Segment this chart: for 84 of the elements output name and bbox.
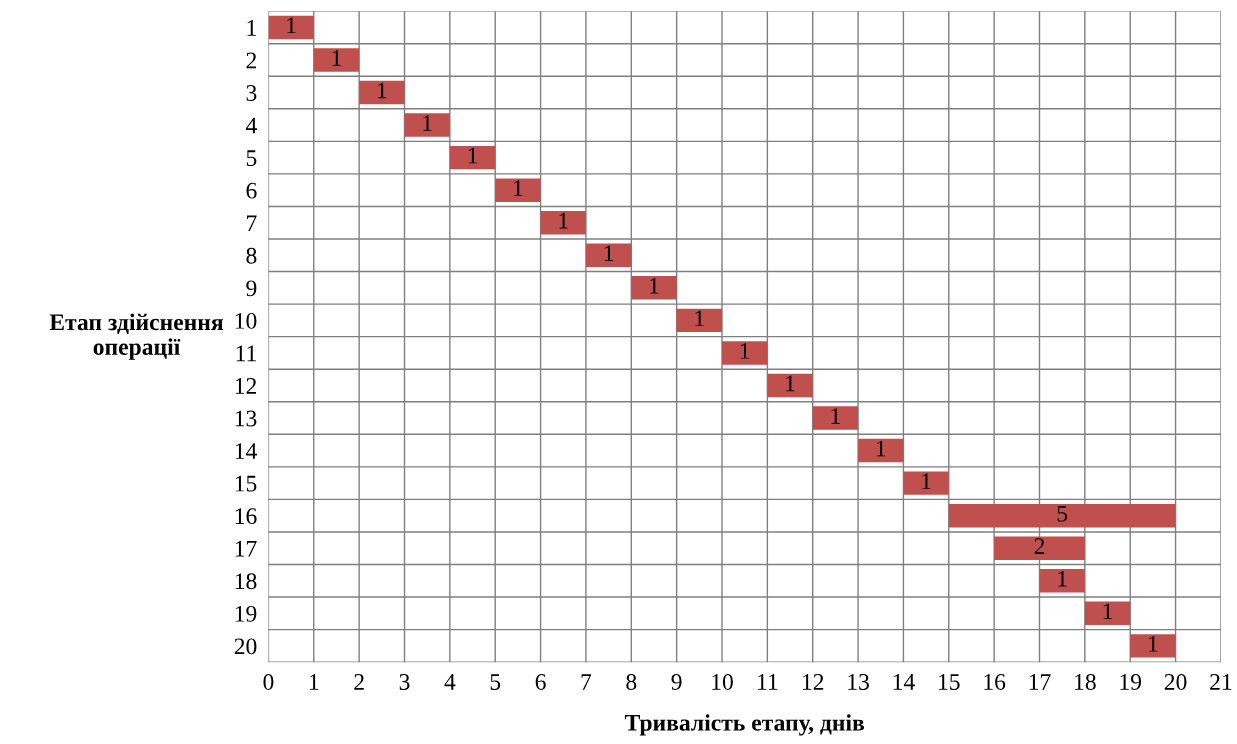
x-tick-label: 5 (490, 674, 501, 690)
y-tick-label: 18 (235, 573, 257, 590)
data-label: 1 (695, 310, 704, 327)
y-tick-label: 9 (246, 280, 257, 297)
y-axis-title: Етап здійснення операції (49, 313, 224, 360)
y-tick-label: 11 (236, 345, 256, 362)
y-tick-label: 15 (235, 475, 257, 492)
bar (268, 15, 314, 40)
bar (994, 536, 1085, 560)
x-tick-label: 10 (712, 673, 733, 690)
data-label: 1 (423, 115, 432, 131)
bar (1039, 569, 1085, 593)
bar (585, 243, 632, 267)
x-tick-label: 9 (671, 674, 682, 690)
x-tick-label: 0 (263, 673, 274, 690)
x-tick-label: 4 (444, 674, 456, 690)
bar (722, 341, 768, 365)
bar (495, 178, 541, 202)
data-label: 1 (468, 147, 478, 164)
y-tick-label: 6 (246, 182, 257, 199)
y-tick-label: 12 (235, 378, 257, 394)
x-tick-label: 20 (1164, 673, 1187, 690)
x-tick-label: 21 (1210, 674, 1232, 690)
y-tick-label: 2 (246, 52, 257, 69)
bar (631, 276, 677, 300)
x-tick-label: 2 (354, 674, 364, 690)
y-tick-label: 3 (246, 85, 257, 101)
bar (1130, 634, 1176, 658)
x-tick-label: 17 (1029, 674, 1051, 690)
x-tick-label: 11 (758, 674, 778, 690)
y-tick-label: 1 (247, 20, 256, 36)
bar (676, 308, 722, 333)
bar (858, 438, 904, 463)
x-tick-label: 15 (939, 674, 960, 690)
data-label: 1 (876, 440, 886, 457)
x-tick-label: 3 (399, 674, 410, 690)
data-label: 1 (377, 82, 387, 99)
y-tick-label: 13 (235, 410, 257, 427)
bar (767, 373, 813, 398)
data-label: 1 (786, 375, 795, 392)
bar (359, 80, 405, 105)
x-tick-label: 13 (848, 674, 869, 690)
data-label: 1 (604, 245, 614, 261)
bar (540, 211, 586, 235)
data-label: 1 (740, 343, 750, 359)
x-tick-label: 19 (1120, 674, 1142, 690)
data-label: 1 (922, 473, 931, 489)
x-tick-label: 1 (309, 674, 319, 690)
y-tick-label: 8 (246, 247, 257, 264)
y-tick-label: 19 (235, 605, 257, 622)
data-label: 1 (559, 212, 568, 229)
bar (903, 471, 949, 495)
data-label: 1 (287, 17, 296, 34)
data-label: 1 (650, 277, 659, 294)
data-label: 1 (514, 180, 523, 196)
data-label: 1 (332, 50, 341, 66)
x-tick-label: 14 (893, 674, 915, 690)
x-tick-label: 7 (581, 674, 592, 690)
x-axis-title: Тривалість етапу, днів (624, 714, 865, 736)
y-tick-label: 5 (246, 150, 257, 167)
x-tick-label: 6 (535, 674, 546, 690)
data-label: 1 (1103, 603, 1113, 620)
y-tick-label: 20 (234, 638, 257, 655)
bar (404, 113, 450, 137)
x-tick-label: 16 (984, 674, 1006, 690)
data-label: 1 (1058, 570, 1067, 587)
x-tick-label: 18 (1075, 673, 1096, 690)
bar (1084, 601, 1131, 626)
x-tick-label: 12 (802, 674, 824, 690)
bar (948, 503, 1176, 528)
bar (812, 406, 859, 430)
y-tick-label: 10 (235, 312, 257, 329)
bar (313, 48, 360, 72)
x-tick-label: 8 (626, 673, 637, 690)
data-label: 1 (831, 408, 840, 424)
data-label: 1 (1149, 635, 1158, 652)
y-tick-label: 7 (247, 215, 257, 231)
y-tick-label: 16 (235, 508, 257, 525)
data-label: 2 (1034, 538, 1045, 554)
data-label: 5 (1057, 505, 1068, 522)
y-tick-label: 4 (245, 117, 257, 134)
y-tick-label: 17 (235, 540, 257, 557)
bar (449, 145, 496, 170)
y-tick-label: 14 (235, 443, 257, 459)
